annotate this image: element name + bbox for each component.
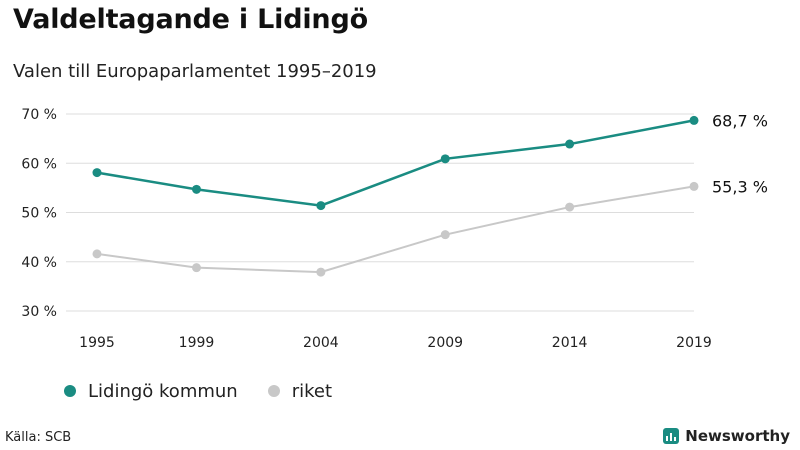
x-tick-label: 1999 [179,335,215,351]
series-line [96,119,695,207]
y-tick-label: 40 % [21,255,57,271]
y-tick-label: 50 % [21,206,57,222]
x-tick-label: 2004 [303,335,339,351]
data-point [92,168,102,178]
y-tick-label: 30 % [21,304,57,320]
brand-logo[interactable]: Newsworthy [663,427,790,445]
data-point [440,154,450,164]
x-tick-label: 2009 [427,335,463,351]
data-point [192,184,201,194]
series-line [96,185,695,274]
chart-title: Valdeltagande i Lidingö [13,4,368,35]
data-point [565,139,575,149]
data-point [689,115,699,125]
end-labels: 55,3 % 68,7 % [712,111,768,196]
data-point [192,263,201,273]
legend-dot-riket [267,385,280,397]
data-point [689,181,699,191]
legend-item-lidingo: Lidingö kommun [64,381,238,402]
source-note: Källa: SCB [5,430,72,445]
data-point [316,267,326,277]
gridlines [66,113,694,312]
y-tick-label: 60 % [21,156,57,172]
bar-chart-icon [663,428,680,444]
end-label: 68,7 % [712,111,768,130]
x-tick-label: 2019 [676,335,712,351]
data-point [316,201,326,211]
series-lines [92,115,699,277]
legend-item-riket: riket [267,380,333,402]
brand-name: Newsworthy [685,427,790,445]
data-point [440,230,450,240]
end-label: 55,3 % [712,177,768,196]
y-axis-ticks: 70 % 60 % 50 % 40 % 30 % [21,107,57,320]
data-point [565,202,575,212]
legend-label-riket: riket [291,380,333,402]
data-point [92,249,102,259]
chart-subtitle: Valen till Europaparlamentet 1995–2019 [13,61,377,82]
x-tick-label: 1995 [79,335,115,351]
x-tick-label: 2014 [552,335,588,351]
x-axis-ticks: 1995 1999 2004 2009 2014 2019 [79,335,712,351]
y-tick-label: 70 % [21,107,57,123]
legend: Lidingö kommun riket [64,379,362,403]
legend-dot-lidingo [64,385,76,397]
legend-label-lidingo: Lidingö kommun [88,380,238,402]
line-chart: 70 % 60 % 50 % 40 % 30 % 1995 1999 2004 2009 201… [21,107,768,351]
